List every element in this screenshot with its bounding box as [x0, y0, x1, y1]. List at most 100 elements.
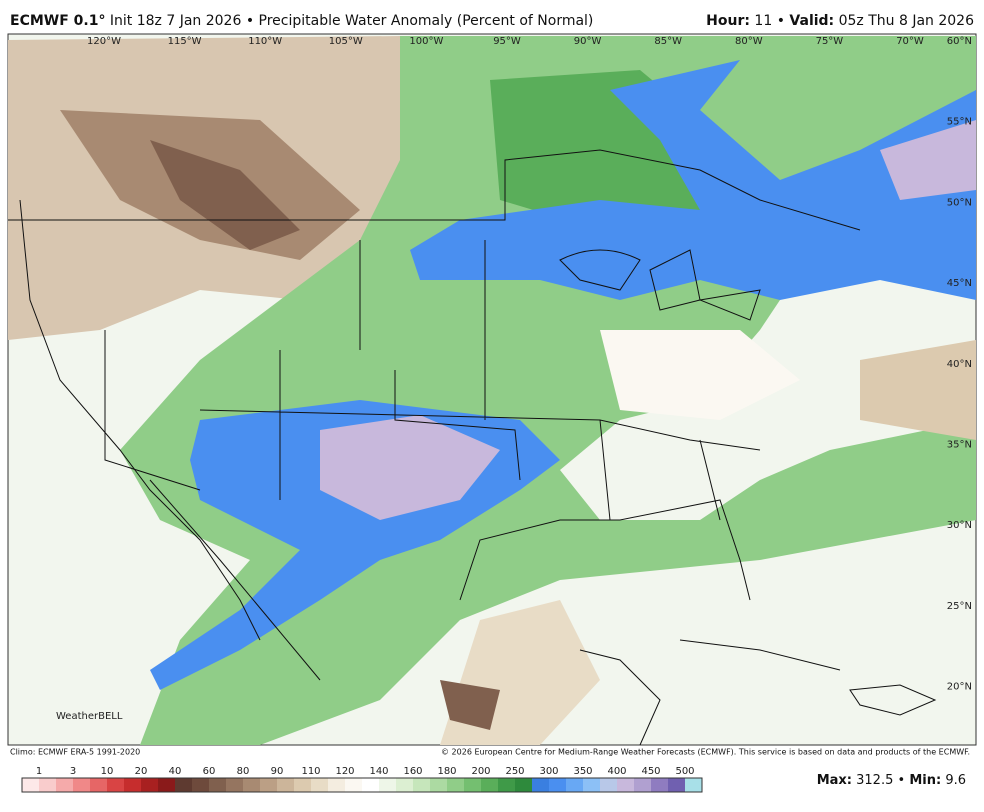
colorbar-segment [294, 778, 311, 792]
logo: WeatherBELL [56, 711, 123, 722]
lat-label: 40°N [947, 359, 972, 370]
colorbar-label: 3 [70, 766, 76, 777]
copyright: © 2026 European Centre for Medium-Range … [441, 748, 970, 757]
colorbar-segment [515, 778, 532, 792]
colorbar-label: 90 [271, 766, 284, 777]
colorbar-label: 180 [437, 766, 456, 777]
colorbar: 1 3 10 20 40 60 80 90 110 120 140 160 180 200 250 300 35… [21, 766, 703, 793]
island [849, 684, 937, 716]
lon-label: 90°W [574, 36, 602, 47]
colorbar-label: 110 [301, 766, 320, 777]
map: WeatherBELL [7, 33, 977, 746]
colorbar-segment [226, 778, 243, 792]
colorbar-segment [617, 778, 634, 792]
colorbar-segment [311, 778, 328, 792]
colorbar-segment [651, 778, 668, 792]
lat-label: 20°N [947, 682, 972, 693]
colorbar-segment [413, 778, 430, 792]
colorbar-segment [379, 778, 396, 792]
colorbar-label: 80 [237, 766, 250, 777]
colorbar-label: 20 [135, 766, 148, 777]
separator: • [898, 773, 906, 788]
colorbar-segment [209, 778, 226, 792]
lon-label: 80°W [735, 36, 763, 47]
colorbar-label: 160 [403, 766, 422, 777]
colorbar-segment [396, 778, 413, 792]
dry-area [600, 330, 800, 420]
lon-labels: 120°W 115°W 110°W 105°W 100°W 95°W 90°W 85°W 80°… [87, 36, 924, 47]
maxmin: Max: 312.5 • Min: 9.6 [817, 773, 966, 788]
borders [8, 149, 861, 521]
colorbar-segment [56, 778, 73, 792]
colorbar-segment [464, 778, 481, 792]
colorbar-segment [73, 778, 90, 792]
lat-label: 50°N [947, 197, 972, 208]
colorbar-label: 500 [675, 766, 694, 777]
wet-core [880, 120, 976, 200]
colorbar-segment [192, 778, 209, 792]
lon-label: 95°W [493, 36, 521, 47]
lat-label: 55°N [947, 117, 972, 128]
colorbar-segment [532, 778, 549, 792]
colorbar-segment [243, 778, 260, 792]
colorbar-segment [107, 778, 124, 792]
valid-label: Valid: [789, 13, 834, 29]
separator: • [777, 13, 785, 29]
colorbar-frame [21, 777, 703, 793]
min-label: Min: [909, 773, 941, 788]
colorbar-segment [634, 778, 651, 792]
max-label: Max: [817, 773, 852, 788]
colorbar-segment [141, 778, 158, 792]
climo: Climo: ECMWF ERA-5 1991-2020 [10, 748, 140, 757]
lon-label: 120°W [87, 36, 121, 47]
colorbar-segment [175, 778, 192, 792]
hour: 11 [754, 13, 772, 29]
lat-label: 45°N [947, 278, 972, 289]
wet-core [320, 415, 500, 520]
valid: 05z Thu 8 Jan 2026 [839, 13, 974, 29]
colorbar-segment [566, 778, 583, 792]
colorbar-segment [277, 778, 294, 792]
hour-label: Hour: [706, 13, 750, 29]
colorbar-label: 450 [641, 766, 660, 777]
title: ECMWF 0.1° Init 18z 7 Jan 2026 • Precipi… [10, 13, 593, 29]
colorbar-segment [362, 778, 379, 792]
colorbar-segment [345, 778, 362, 792]
colorbar-segment [22, 778, 39, 792]
wet-band [410, 60, 976, 300]
colorbar-segment [685, 778, 702, 792]
colorbar-label: 1 [36, 766, 42, 777]
lat-label: 35°N [947, 440, 972, 451]
lat-labels: 60°N 55°N 50°N 45°N 40°N 35°N 30°N 25°N 20°N [947, 36, 972, 693]
colorbar-segment [328, 778, 345, 792]
title-text: Init 18z 7 Jan 2026 • Precipitable Water… [110, 13, 594, 29]
coastline [19, 199, 841, 746]
valid-info: Hour: 11 • Valid: 05z Thu 8 Jan 2026 [706, 13, 974, 29]
colorbar-segment [260, 778, 277, 792]
colorbar-segment [481, 778, 498, 792]
colorbar-label: 250 [505, 766, 524, 777]
dry-area [440, 680, 500, 730]
lat-label: 25°N [947, 601, 972, 612]
lat-label: 60°N [947, 36, 972, 47]
colorbar-label: 350 [573, 766, 592, 777]
lon-label: 115°W [168, 36, 202, 47]
lon-label: 75°W [816, 36, 844, 47]
colorbar-segment [90, 778, 107, 792]
lon-label: 70°W [896, 36, 924, 47]
lon-label: 105°W [329, 36, 363, 47]
colorbar-segment [39, 778, 56, 792]
dry-area [860, 340, 976, 440]
great-lakes [559, 249, 761, 321]
colorbar-segment [430, 778, 447, 792]
colorbar-label: 60 [203, 766, 216, 777]
lon-label: 110°W [248, 36, 282, 47]
lat-label: 30°N [947, 520, 972, 531]
colorbar-segment [498, 778, 515, 792]
max: 312.5 [856, 773, 893, 788]
colorbar-segment [600, 778, 617, 792]
lon-label: 85°W [654, 36, 682, 47]
colorbar-label: 400 [607, 766, 626, 777]
model: ECMWF 0.1° [10, 13, 105, 29]
